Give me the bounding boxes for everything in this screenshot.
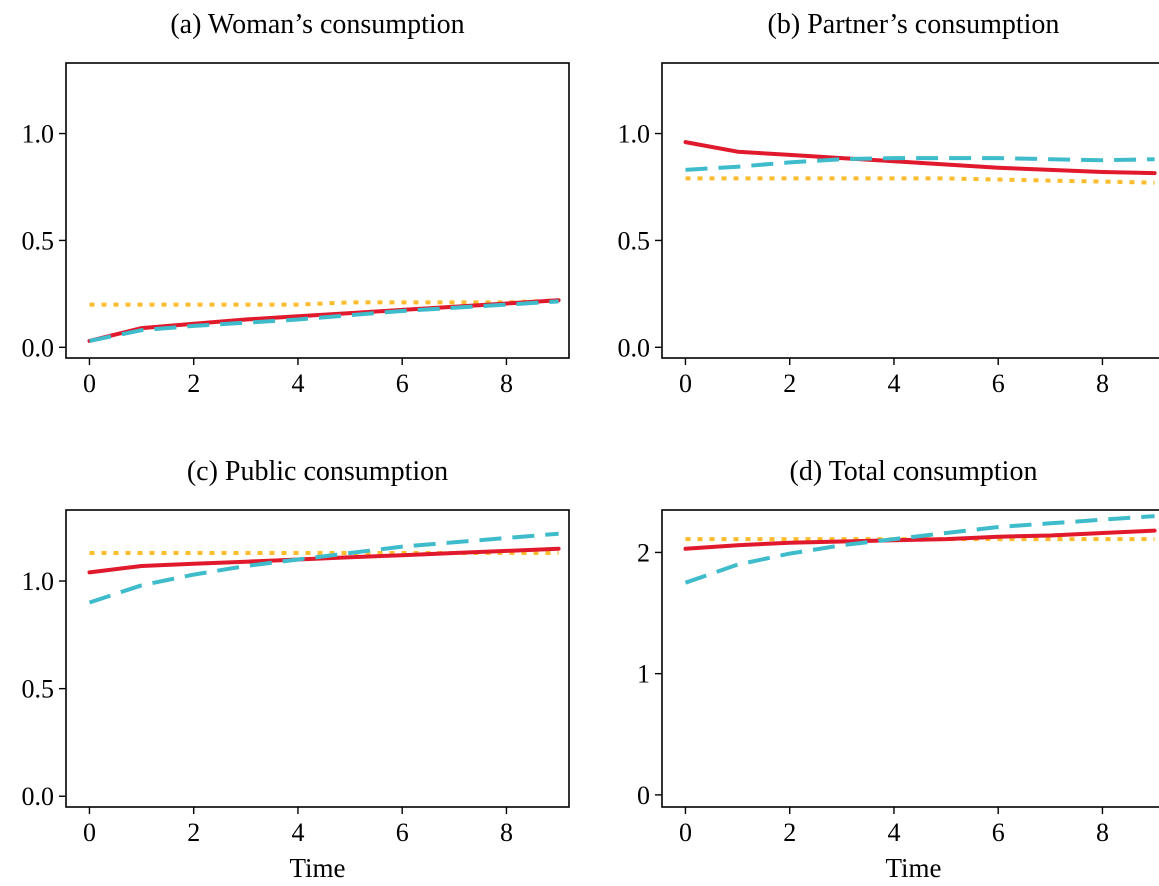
y-tick-label-b-2: 1.0 xyxy=(618,120,651,149)
x-tick-label-c-6: 6 xyxy=(396,818,409,847)
panel-title-b: (b) Partner’s consumption xyxy=(768,9,1060,40)
y-tick-label-a-0: 0.0 xyxy=(22,333,55,362)
x-tick-label-c-0: 0 xyxy=(83,818,96,847)
panel-a: (a) Woman’s consumption 0 2 4 6 8 0.0 0.5 1.0 xyxy=(22,9,570,398)
plot-frame-b xyxy=(661,62,1159,359)
x-tick-label-a-8: 8 xyxy=(500,369,513,398)
series-line-yellow-b xyxy=(685,176,1155,185)
y-tick-label-c-1: 0.5 xyxy=(22,675,55,704)
x-axis-label-c: Time xyxy=(289,853,345,883)
x-tick-label-d-0: 0 xyxy=(679,818,692,847)
x-tick-label-d-2: 2 xyxy=(783,818,796,847)
x-tick-label-d-8: 8 xyxy=(1096,818,1109,847)
x-tick-label-a-4: 4 xyxy=(291,369,304,398)
x-tick-label-b-0: 0 xyxy=(679,369,692,398)
series-line-teal-a xyxy=(89,299,559,343)
x-tick-label-b-6: 6 xyxy=(992,369,1005,398)
y-tick-label-d-0: 0 xyxy=(637,781,650,810)
x-tick-label-b-4: 4 xyxy=(887,369,900,398)
series-line-red-d xyxy=(683,528,1157,551)
y-tick-label-a-1: 0.5 xyxy=(22,226,55,255)
y-tick-label-b-0: 0.0 xyxy=(618,333,651,362)
x-tick-label-c-2: 2 xyxy=(187,818,200,847)
y-tick-label-d-1: 1 xyxy=(637,660,650,689)
panel-d: (d) Total consumption 0 2 4 6 8 0 1 2 Time xyxy=(637,456,1159,883)
x-tick-label-c-8: 8 xyxy=(500,818,513,847)
plot-frame-a xyxy=(65,62,570,359)
panel-c: (c) Public consumption 0 2 4 6 8 0.0 0.5 1.0 Time xyxy=(22,456,570,883)
panel-b: (b) Partner’s consumption 0 2 4 6 8 0.0 0.5 1.0 xyxy=(618,9,1159,398)
series-line-teal-b xyxy=(685,156,1155,172)
x-tick-label-a-6: 6 xyxy=(396,369,409,398)
y-tick-label-b-1: 0.5 xyxy=(618,226,651,255)
x-tick-label-d-6: 6 xyxy=(992,818,1005,847)
x-tick-label-a-2: 2 xyxy=(187,369,200,398)
x-tick-label-d-4: 4 xyxy=(887,818,900,847)
x-tick-label-b-2: 2 xyxy=(783,369,796,398)
x-tick-label-b-8: 8 xyxy=(1096,369,1109,398)
y-tick-label-d-2: 2 xyxy=(637,538,650,567)
plot-frame-d xyxy=(661,509,1159,808)
y-tick-label-c-2: 1.0 xyxy=(22,567,55,596)
x-axis-label-d: Time xyxy=(885,853,941,883)
series-line-red-b xyxy=(683,140,1157,176)
panel-title-d: (d) Total consumption xyxy=(790,456,1038,487)
x-tick-label-c-4: 4 xyxy=(291,818,304,847)
series-line-red-a xyxy=(87,298,561,343)
y-tick-label-c-0: 0.0 xyxy=(22,782,55,811)
plot-frame-c xyxy=(65,509,570,808)
series-line-teal-c xyxy=(88,531,559,605)
panel-title-c: (c) Public consumption xyxy=(187,456,448,487)
panel-title-a: (a) Woman’s consumption xyxy=(170,9,464,40)
series-line-red-c xyxy=(87,546,561,575)
x-tick-label-a-0: 0 xyxy=(83,369,96,398)
y-tick-label-a-2: 1.0 xyxy=(22,120,55,149)
series-line-teal-d xyxy=(684,514,1155,585)
